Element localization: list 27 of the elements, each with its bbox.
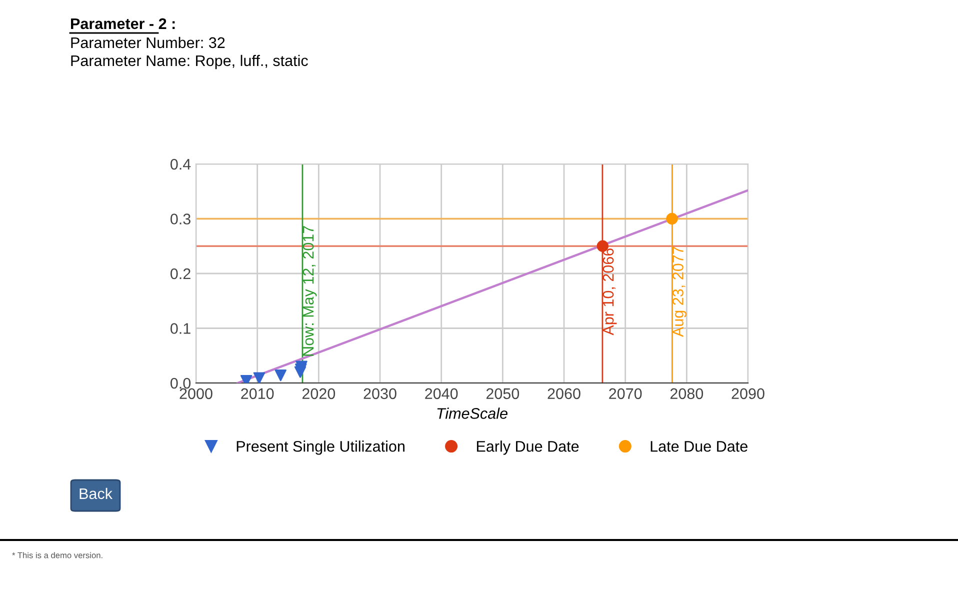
ref-line-label: Apr 10, 2066 (602, 248, 617, 336)
x-axis-title: TimeScale (437, 408, 508, 419)
y-tick-label: 0.2 (170, 268, 190, 280)
x-tick-label: 2050 (486, 388, 520, 400)
ref-line-label: Now: May 12, 2017 (302, 226, 317, 356)
x-tick-label: 2090 (732, 388, 764, 400)
legend-label: Late Due Date (650, 441, 748, 452)
ref-line-label: Aug 23, 2077 (672, 246, 686, 337)
text: * This is a demo version. (12, 552, 102, 558)
text: Parameter Number: 32 (71, 36, 225, 48)
text: Parameter Name: Rope, luff., static (71, 54, 308, 70)
x-tick-label: 2020 (302, 388, 336, 400)
x-tick-label: 2000 (180, 388, 212, 400)
legend-label: Early Due Date (476, 440, 579, 455)
x-tick-label: 2060 (548, 388, 580, 400)
x-tick-label: 2010 (241, 388, 274, 400)
y-tick-label: 0.4 (170, 158, 191, 170)
x-tick-label: 2040 (425, 388, 458, 400)
chart-title: Parameter - 2 : (71, 18, 175, 30)
legend-label: Present Single Utilization (236, 440, 404, 455)
y-tick-label: 0.0 (170, 378, 191, 389)
x-tick-label: 2070 (609, 388, 642, 400)
x-tick-label: 2080 (670, 388, 704, 400)
y-tick-label: 0.3 (170, 214, 190, 224)
text: Back (80, 488, 113, 500)
x-tick-label: 2030 (364, 388, 396, 400)
y-tick-label: 0.1 (170, 323, 190, 334)
